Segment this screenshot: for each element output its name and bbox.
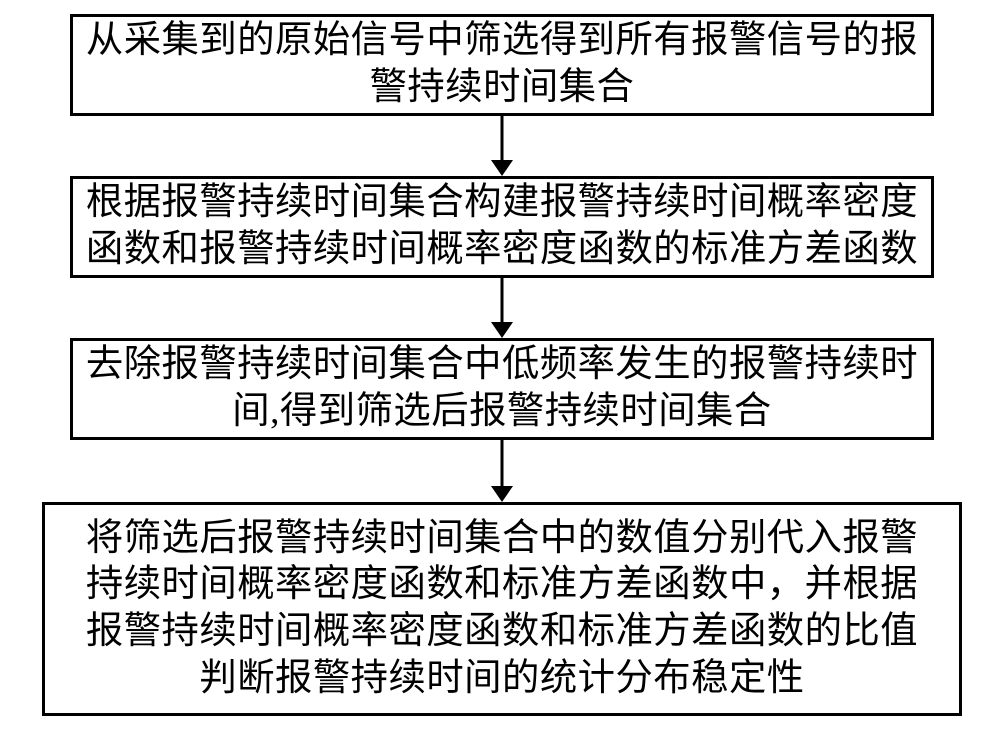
flow-step-text: 从采集到的原始信号中筛选得到所有报警信号的报警持续时间集合 xyxy=(86,18,918,111)
flow-arrow-1 xyxy=(482,116,522,176)
flow-step-text: 根据报警持续时间集合构建报警持续时间概率密度函数和报警持续时间概率密度函数的标准… xyxy=(86,180,918,273)
flow-step-3: 去除报警持续时间集合中低频率发生的报警持续时间,得到筛选后报警持续时间集合 xyxy=(70,338,934,440)
flow-step-4: 将筛选后报警持续时间集合中的数值分别代入报警持续时间概率密度函数和标准方差函数中… xyxy=(42,502,962,716)
flow-arrow-3 xyxy=(482,440,522,502)
flow-step-2: 根据报警持续时间集合构建报警持续时间概率密度函数和报警持续时间概率密度函数的标准… xyxy=(70,176,934,278)
flow-arrow-2 xyxy=(482,278,522,338)
flow-step-text: 去除报警持续时间集合中低频率发生的报警持续时间,得到筛选后报警持续时间集合 xyxy=(86,342,918,435)
flow-step-text: 将筛选后报警持续时间集合中的数值分别代入报警持续时间概率密度函数和标准方差函数中… xyxy=(86,516,918,703)
flow-step-1: 从采集到的原始信号中筛选得到所有报警信号的报警持续时间集合 xyxy=(70,14,934,116)
flowchart-canvas: 从采集到的原始信号中筛选得到所有报警信号的报警持续时间集合根据报警持续时间集合构… xyxy=(0,0,1000,756)
